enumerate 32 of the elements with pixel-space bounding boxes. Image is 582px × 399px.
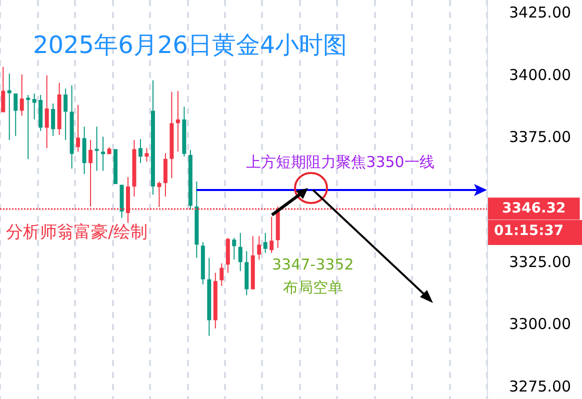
candlestick [20, 74, 24, 116]
candlestick [220, 262, 224, 287]
candlestick [238, 232, 242, 272]
y-tick-label: 3400.00 [509, 66, 572, 84]
y-tick-label: 3275.00 [509, 378, 572, 396]
candlestick [44, 74, 49, 149]
candlestick [14, 93, 18, 136]
candlestick [88, 139, 93, 207]
candlestick [51, 102, 56, 136]
candlestick [144, 148, 149, 162]
candlestick [263, 232, 268, 254]
y-tick-label: 3300.00 [509, 315, 572, 334]
text: 01:15:37 [494, 223, 564, 239]
ref-line-label: 上方短期阻力聚焦3350一线 [246, 153, 434, 172]
candlestick [270, 216, 274, 254]
candlestick [257, 236, 262, 260]
candlestick [76, 104, 80, 152]
candlestick [232, 237, 236, 260]
candlestick [138, 138, 142, 164]
candlestick [7, 73, 12, 140]
candlestick [64, 88, 68, 140]
annotation: 3347-3352 [272, 256, 354, 274]
candlestick [1, 66, 6, 113]
y-tick-label: 3425.00 [509, 3, 572, 22]
candlestick [32, 93, 36, 120]
y-tick-label: 3325.00 [509, 252, 572, 271]
candlestick [101, 136, 106, 172]
text: 2025年6月26日黄金4小时图 [33, 31, 348, 59]
candlestick [94, 126, 99, 172]
y-tick-label: 3375.00 [509, 128, 572, 146]
candlestick [176, 90, 180, 152]
ref-line-label: 3346.32 [502, 200, 566, 217]
